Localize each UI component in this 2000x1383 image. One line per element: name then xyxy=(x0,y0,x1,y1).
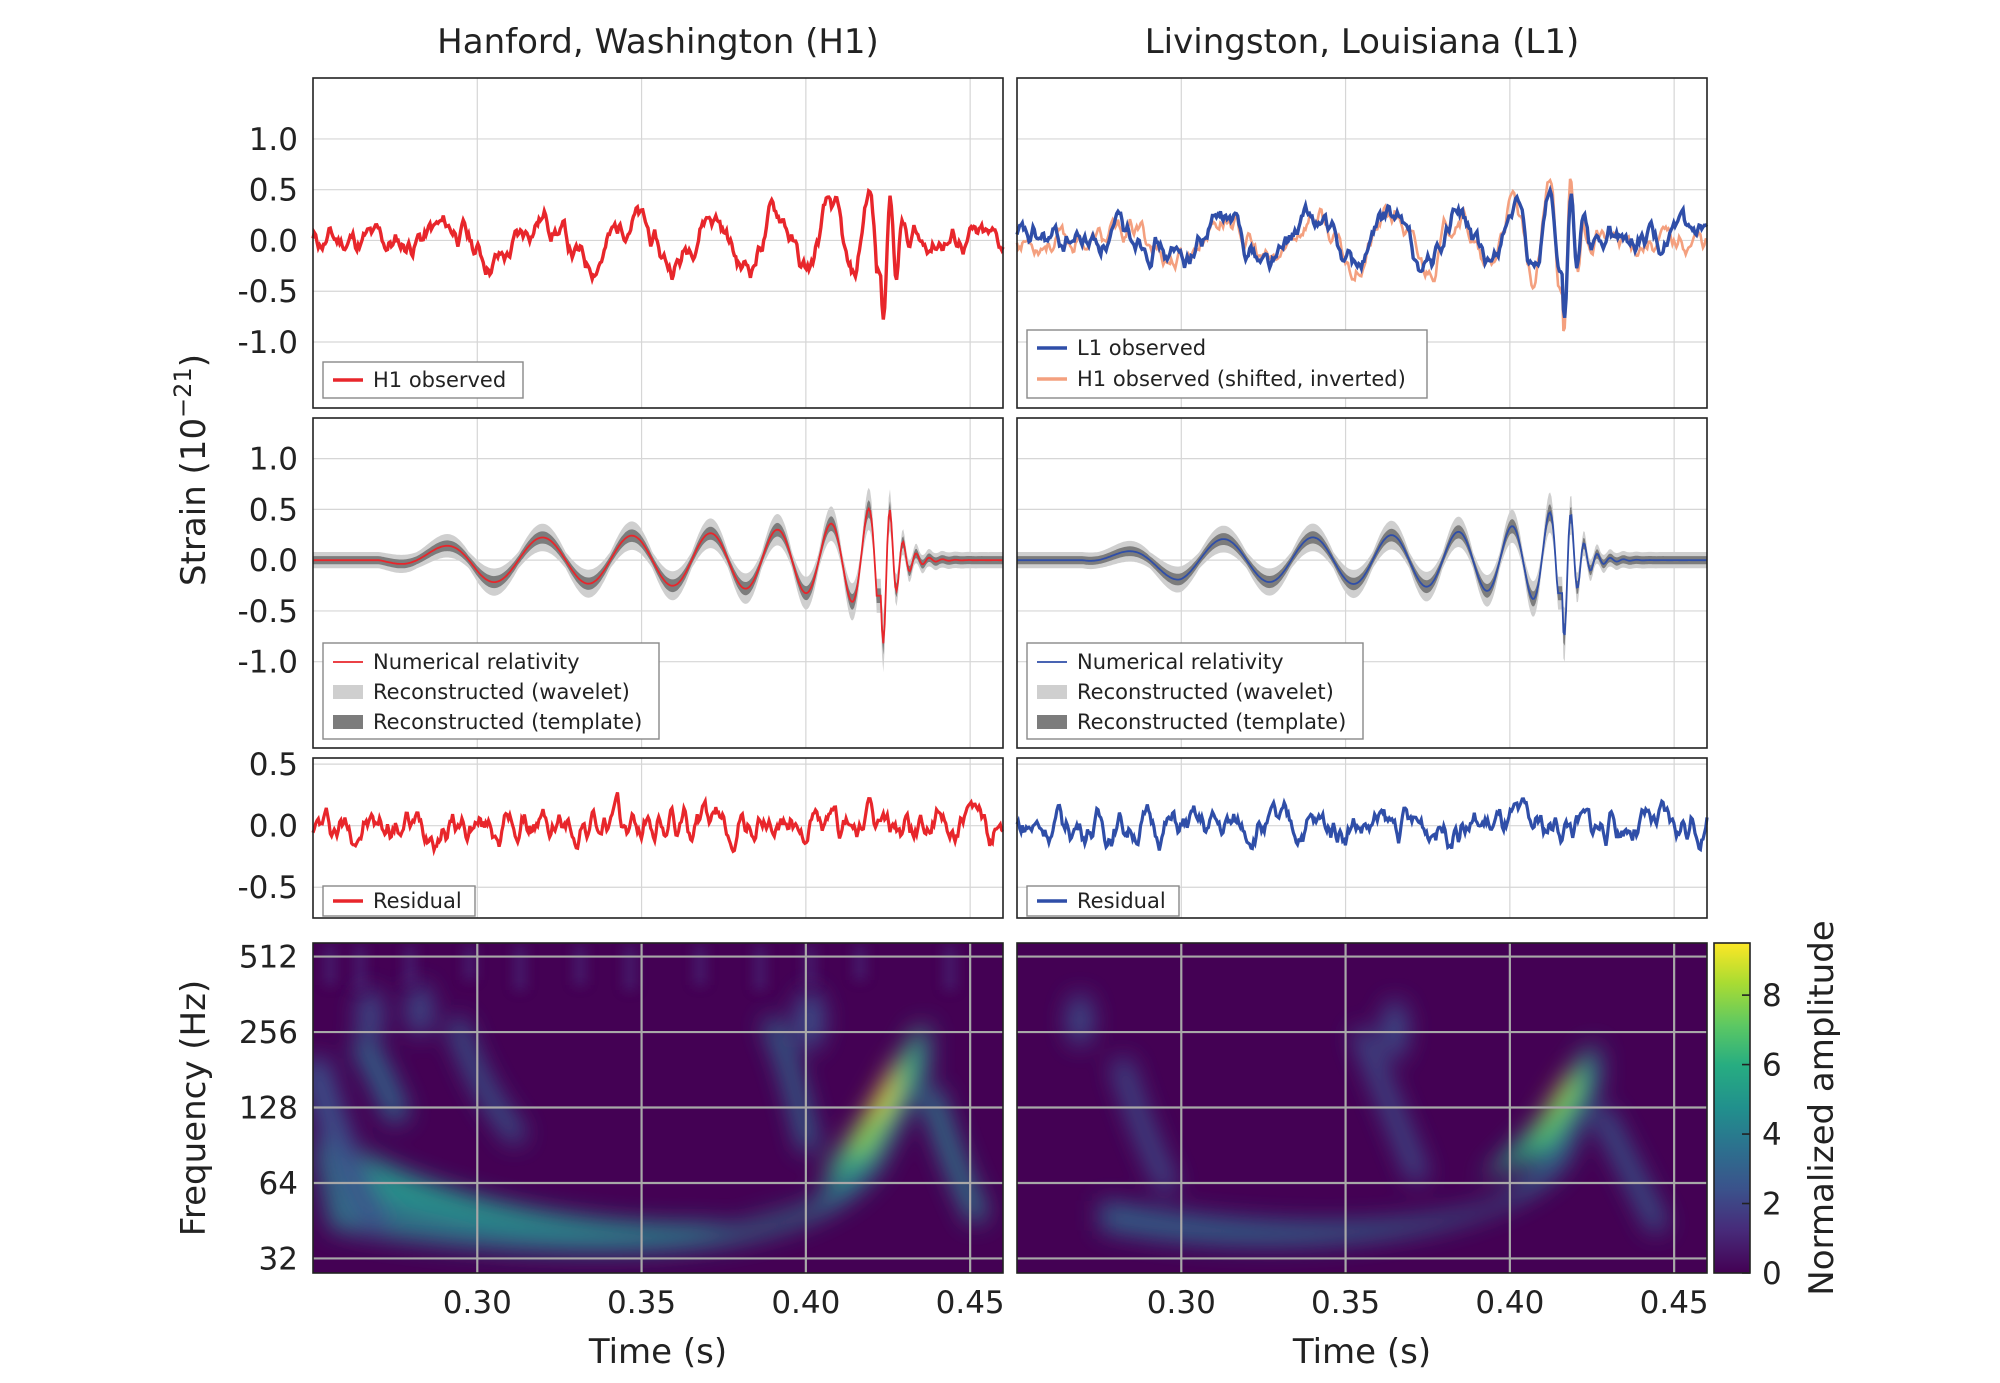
legend-label: L1 observed xyxy=(1077,336,1206,360)
x-tick-label: 0.40 xyxy=(771,1285,840,1321)
colorbar-label: Normalized amplitude xyxy=(1802,920,1842,1295)
frequency-tick-label: 512 xyxy=(239,940,298,976)
l1-panel-row2: Numerical relativity Reconstructed (wavel… xyxy=(1016,417,1708,749)
colorbar xyxy=(1714,943,1750,1273)
h1-residual-line xyxy=(311,791,1005,857)
legend-label: Reconstructed (template) xyxy=(1077,710,1346,734)
panel-frame xyxy=(1016,417,1708,749)
legend-box xyxy=(322,361,524,399)
legend-swatch xyxy=(1037,685,1067,699)
y-tick-label: -0.5 xyxy=(238,274,299,310)
y-tick-label: 0.5 xyxy=(249,173,298,209)
h1-shifted-line xyxy=(1015,177,1708,332)
y-tick-label: -0.5 xyxy=(238,870,299,906)
l1-time-axis-label: Time (s) xyxy=(1292,1332,1431,1372)
template-band xyxy=(1017,504,1707,646)
x-tick-label: 0.35 xyxy=(607,1285,676,1321)
legend-label: Residual xyxy=(1077,889,1166,913)
legend-label: Reconstructed (wavelet) xyxy=(373,680,630,704)
y-tick-label: 0.5 xyxy=(249,492,298,528)
l1-observed-line xyxy=(1015,184,1709,318)
h1-observed-line xyxy=(311,187,1005,320)
colorbar-tick-label: 8 xyxy=(1762,978,1782,1014)
y-tick-label: -1.0 xyxy=(238,645,299,681)
colorbar-frame xyxy=(1713,942,1751,1274)
l1-panel-row3: Residual xyxy=(1015,757,1709,919)
legend-swatch xyxy=(1037,715,1067,729)
x-tick-label: 0.45 xyxy=(936,1285,1005,1321)
numerical-relativity-line xyxy=(313,506,1003,644)
frequency-tick-label: 32 xyxy=(259,1241,298,1277)
panel-frame xyxy=(312,417,1004,749)
y-tick-label: 0.0 xyxy=(249,543,298,579)
legend-box xyxy=(1026,329,1428,399)
spectrogram-frame xyxy=(1016,942,1708,1274)
colorbar-tick-label: 6 xyxy=(1762,1048,1782,1084)
l1-title: Livingston, Louisiana (L1) xyxy=(1145,22,1580,62)
legend-swatch xyxy=(333,685,363,699)
legend-label: Reconstructed (template) xyxy=(373,710,642,734)
legend-label: H1 observed xyxy=(373,368,506,392)
legend-box xyxy=(322,642,660,740)
colorbar-tick-label: 4 xyxy=(1762,1117,1782,1153)
spectrogram-frame xyxy=(312,942,1004,1274)
frequency-tick-label: 128 xyxy=(239,1091,298,1127)
x-tick-label: 0.45 xyxy=(1640,1285,1709,1321)
h1-panel-row1: 1.0 0.5 0.0 -0.5 -1.0 H1 observed xyxy=(238,77,1005,409)
h1-title: Hanford, Washington (H1) xyxy=(437,22,879,62)
x-tick-label: 0.35 xyxy=(1311,1285,1380,1321)
y-tick-label: 0.0 xyxy=(249,223,298,259)
numerical-relativity-line xyxy=(1017,510,1707,636)
y-tick-label: 0.0 xyxy=(249,809,298,845)
legend-box xyxy=(1026,642,1364,740)
frequency-axis-label: Frequency (Hz) xyxy=(174,980,214,1236)
y-tick-label: 1.0 xyxy=(249,122,298,158)
panel-frame xyxy=(1016,757,1708,919)
wavelet-band xyxy=(313,487,1003,673)
frequency-tick-label: 64 xyxy=(259,1166,298,1202)
legend-label: H1 observed (shifted, inverted) xyxy=(1077,367,1406,391)
y-tick-label: -1.0 xyxy=(238,325,299,361)
h1-time-axis-label: Time (s) xyxy=(588,1332,727,1372)
x-tick-label: 0.30 xyxy=(443,1285,512,1321)
panel-frame xyxy=(312,757,1004,919)
frequency-tick-label: 256 xyxy=(239,1015,298,1051)
legend-label: Numerical relativity xyxy=(373,650,580,674)
x-tick-label: 0.30 xyxy=(1147,1285,1216,1321)
y-tick-label: 1.0 xyxy=(249,442,298,478)
h1-panel-row2: 1.0 0.5 0.0 -0.5 -1.0 Numerical relativity Rec… xyxy=(238,417,1004,749)
y-tick-label: 0.5 xyxy=(249,747,298,783)
legend-label: Residual xyxy=(373,889,462,913)
panel-frame xyxy=(312,77,1004,409)
colorbar-tick-label: 2 xyxy=(1762,1187,1782,1223)
l1-residual-line xyxy=(1015,797,1709,853)
panel-frame xyxy=(1016,77,1708,409)
legend-label: Reconstructed (wavelet) xyxy=(1077,680,1334,704)
y-tick-label: -0.5 xyxy=(238,594,299,630)
strain-axis-label: Strain (10−21) xyxy=(169,354,214,586)
h1-panel-row3: 0.5 0.0 -0.5 Residual xyxy=(238,747,1005,919)
l1-panel-row1: L1 observed H1 observed (shifted, inverte… xyxy=(1015,77,1709,409)
x-tick-label: 0.40 xyxy=(1475,1285,1544,1321)
legend-swatch xyxy=(333,715,363,729)
colorbar-tick-label: 0 xyxy=(1762,1256,1782,1292)
legend-label: Numerical relativity xyxy=(1077,650,1284,674)
